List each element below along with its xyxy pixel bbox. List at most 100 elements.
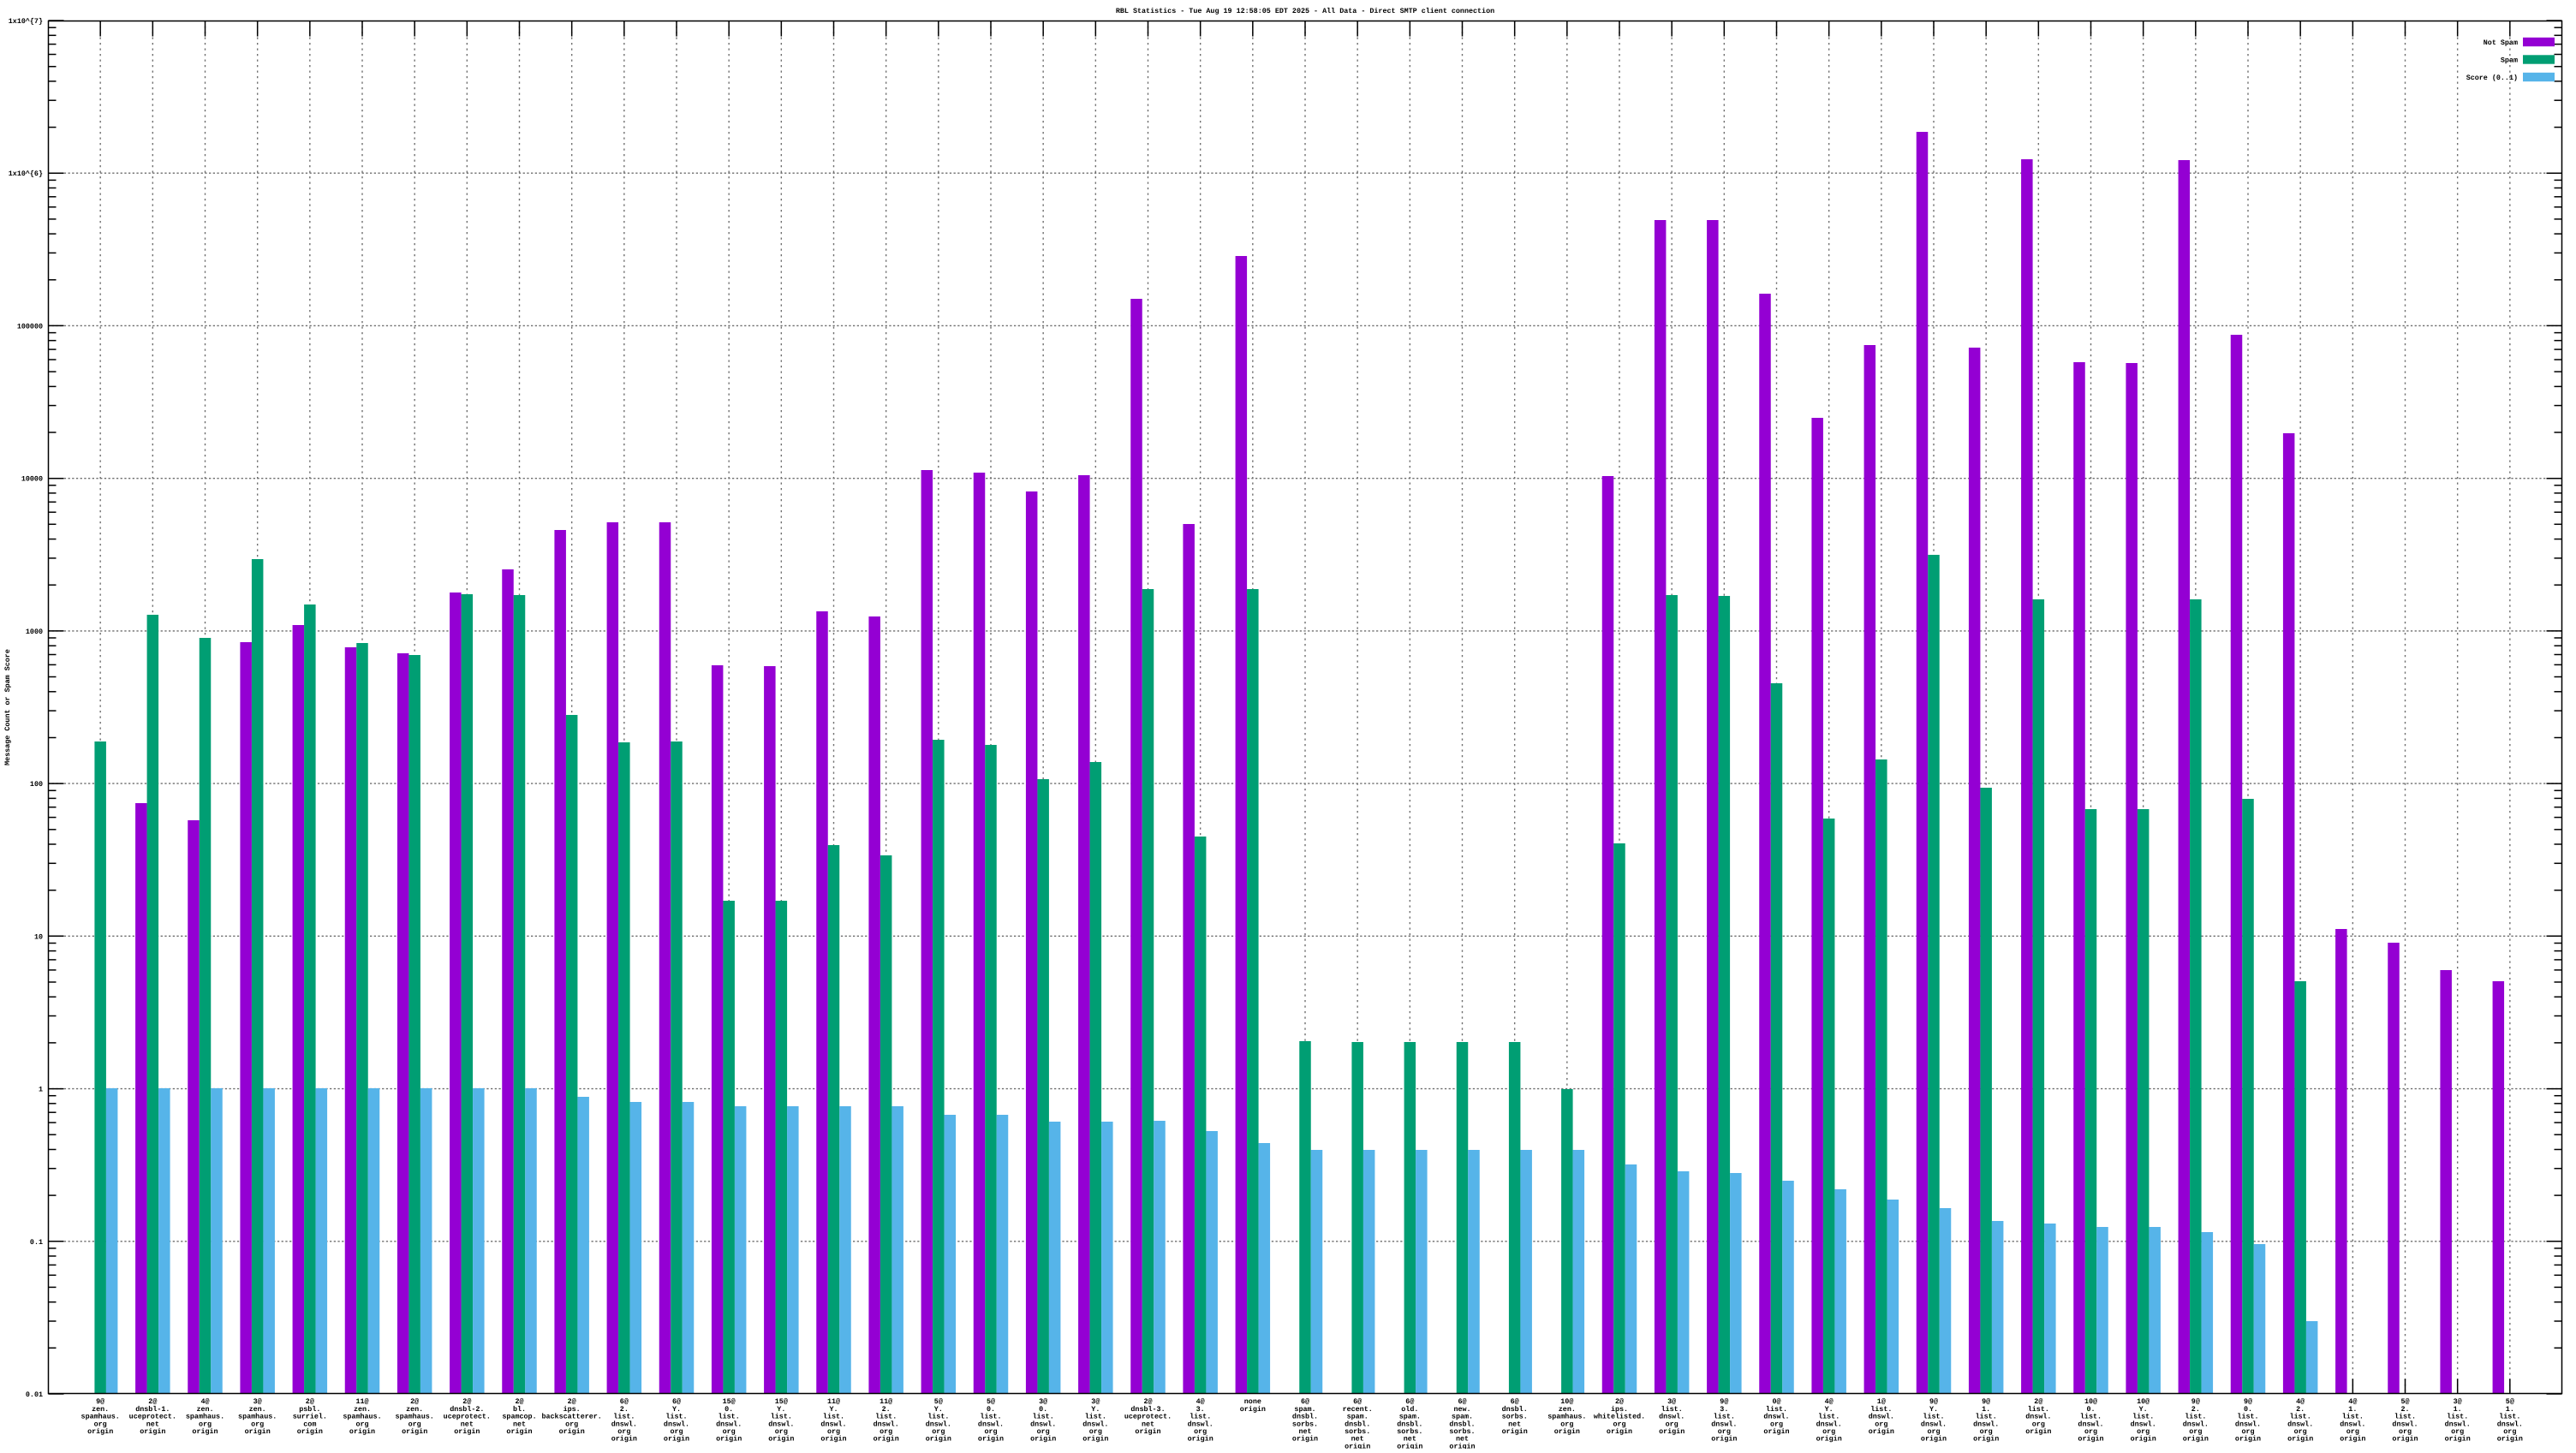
svg-text:spamcop.: spamcop. [502, 1413, 536, 1421]
svg-text:origin: origin [297, 1427, 323, 1436]
svg-text:3@: 3@ [2454, 1397, 2462, 1406]
svg-text:dnsbl.: dnsbl. [1449, 1420, 1475, 1428]
svg-text:1.: 1. [2348, 1405, 2357, 1414]
svg-text:origin: origin [1449, 1442, 1475, 1449]
svg-text:list.: list. [927, 1413, 949, 1421]
svg-text:none: none [1244, 1397, 1261, 1406]
svg-text:org: org [2346, 1427, 2359, 1436]
svg-text:2.: 2. [2296, 1405, 2305, 1414]
svg-text:origin: origin [2340, 1435, 2365, 1444]
svg-text:origin: origin [926, 1435, 951, 1444]
svg-text:origin: origin [1345, 1442, 1370, 1449]
svg-text:2@: 2@ [515, 1397, 523, 1406]
svg-text:dnswl.: dnswl. [2340, 1420, 2365, 1428]
svg-text:list.: list. [980, 1413, 1001, 1421]
svg-text:dnswl.: dnswl. [1763, 1413, 1789, 1421]
svg-text:sorbs.: sorbs. [1345, 1427, 1370, 1436]
svg-text:origin: origin [2183, 1435, 2209, 1444]
svg-text:Score (0..1): Score (0..1) [2466, 74, 2518, 82]
svg-text:list.: list. [1190, 1413, 1211, 1421]
svg-text:Y.: Y. [829, 1405, 838, 1414]
svg-text:list.: list. [2185, 1413, 2206, 1421]
svg-text:org: org [2241, 1427, 2254, 1436]
svg-text:org: org [880, 1427, 892, 1436]
svg-text:list.: list. [1714, 1413, 1735, 1421]
svg-text:origin: origin [2078, 1435, 2103, 1444]
svg-text:zen.: zen. [406, 1405, 423, 1414]
svg-text:zen.: zen. [1559, 1405, 1576, 1414]
svg-text:3.: 3. [1196, 1405, 1205, 1414]
svg-text:origin: origin [1607, 1427, 1632, 1436]
svg-text:org: org [199, 1420, 212, 1428]
svg-text:0.: 0. [2244, 1405, 2252, 1414]
svg-text:net: net [461, 1420, 474, 1428]
svg-text:sorbs.: sorbs. [1502, 1413, 1528, 1421]
svg-text:origin: origin [2497, 1435, 2523, 1444]
svg-text:origin: origin [1240, 1405, 1266, 1414]
svg-text:dnswl.: dnswl. [2287, 1420, 2313, 1428]
svg-text:org: org [2503, 1427, 2516, 1436]
svg-text:spamhaus.: spamhaus. [186, 1413, 224, 1421]
svg-text:100000: 100000 [17, 322, 43, 330]
svg-text:origin: origin [559, 1427, 585, 1436]
svg-text:Spam: Spam [2501, 57, 2518, 65]
svg-text:origin: origin [1554, 1427, 1580, 1436]
svg-text:1.: 1. [2454, 1405, 2462, 1414]
svg-text:org: org [617, 1427, 630, 1436]
svg-text:org: org [2137, 1427, 2150, 1436]
svg-text:dnswl.: dnswl. [611, 1420, 637, 1428]
svg-text:2@: 2@ [410, 1397, 419, 1406]
svg-text:origin: origin [1030, 1435, 1056, 1444]
svg-text:origin: origin [1082, 1435, 1108, 1444]
svg-text:origin: origin [664, 1435, 689, 1444]
svg-text:zen.: zen. [92, 1405, 109, 1414]
svg-text:5@: 5@ [2506, 1397, 2514, 1406]
svg-text:uceprotect.: uceprotect. [444, 1413, 491, 1421]
svg-text:origin: origin [716, 1435, 742, 1444]
svg-text:2.: 2. [2191, 1405, 2200, 1414]
svg-text:psbl.: psbl. [299, 1405, 320, 1414]
svg-text:sorbs.: sorbs. [1449, 1427, 1475, 1436]
svg-text:5@: 5@ [934, 1397, 943, 1406]
svg-text:spamhaus.: spamhaus. [238, 1413, 277, 1421]
svg-text:dnswl.: dnswl. [1082, 1420, 1108, 1428]
svg-text:org: org [2084, 1427, 2097, 1436]
svg-text:org: org [1089, 1427, 1102, 1436]
svg-text:Y.: Y. [777, 1405, 785, 1414]
svg-text:11@: 11@ [827, 1397, 840, 1406]
svg-text:Message Count or Spam Score: Message Count or Spam Score [3, 649, 12, 765]
svg-text:dnsbl.: dnsbl. [1292, 1413, 1318, 1421]
svg-text:9@: 9@ [96, 1397, 104, 1406]
svg-text:sorbs.: sorbs. [1292, 1420, 1318, 1428]
svg-text:2@: 2@ [2034, 1397, 2042, 1406]
svg-text:origin: origin [2445, 1435, 2471, 1444]
svg-text:Y.: Y. [672, 1405, 681, 1414]
svg-text:origin: origin [611, 1435, 637, 1444]
svg-text:sorbs.: sorbs. [1397, 1427, 1422, 1436]
svg-text:10000: 10000 [21, 475, 43, 484]
svg-text:origin: origin [1973, 1435, 1999, 1444]
svg-text:dnswl.: dnswl. [2235, 1420, 2261, 1428]
svg-text:0@: 0@ [1772, 1397, 1780, 1406]
svg-text:3.: 3. [1720, 1405, 1728, 1414]
svg-text:dnswl.: dnswl. [978, 1420, 1004, 1428]
svg-text:3@: 3@ [253, 1397, 262, 1406]
svg-text:3@: 3@ [1091, 1397, 1100, 1406]
svg-text:dnswl.: dnswl. [1973, 1420, 1999, 1428]
svg-text:dnswl.: dnswl. [1188, 1420, 1213, 1428]
svg-text:org: org [1613, 1420, 1625, 1428]
svg-text:surriel.: surriel. [293, 1413, 327, 1421]
svg-text:org: org [1037, 1427, 1050, 1436]
svg-text:1x10^{6}: 1x10^{6} [9, 170, 43, 178]
svg-text:origin: origin [1292, 1435, 1318, 1444]
svg-text:org: org [251, 1420, 264, 1428]
svg-text:list.: list. [1976, 1413, 1997, 1421]
svg-text:list.: list. [2028, 1405, 2049, 1414]
svg-text:ips.: ips. [1611, 1405, 1628, 1414]
svg-text:spam.: spam. [1399, 1413, 1421, 1421]
svg-text:list.: list. [1766, 1405, 1787, 1414]
svg-text:origin: origin [1763, 1427, 1789, 1436]
svg-text:ips.: ips. [564, 1405, 581, 1414]
svg-text:origin: origin [1816, 1435, 1842, 1444]
svg-text:zen.: zen. [354, 1405, 371, 1414]
